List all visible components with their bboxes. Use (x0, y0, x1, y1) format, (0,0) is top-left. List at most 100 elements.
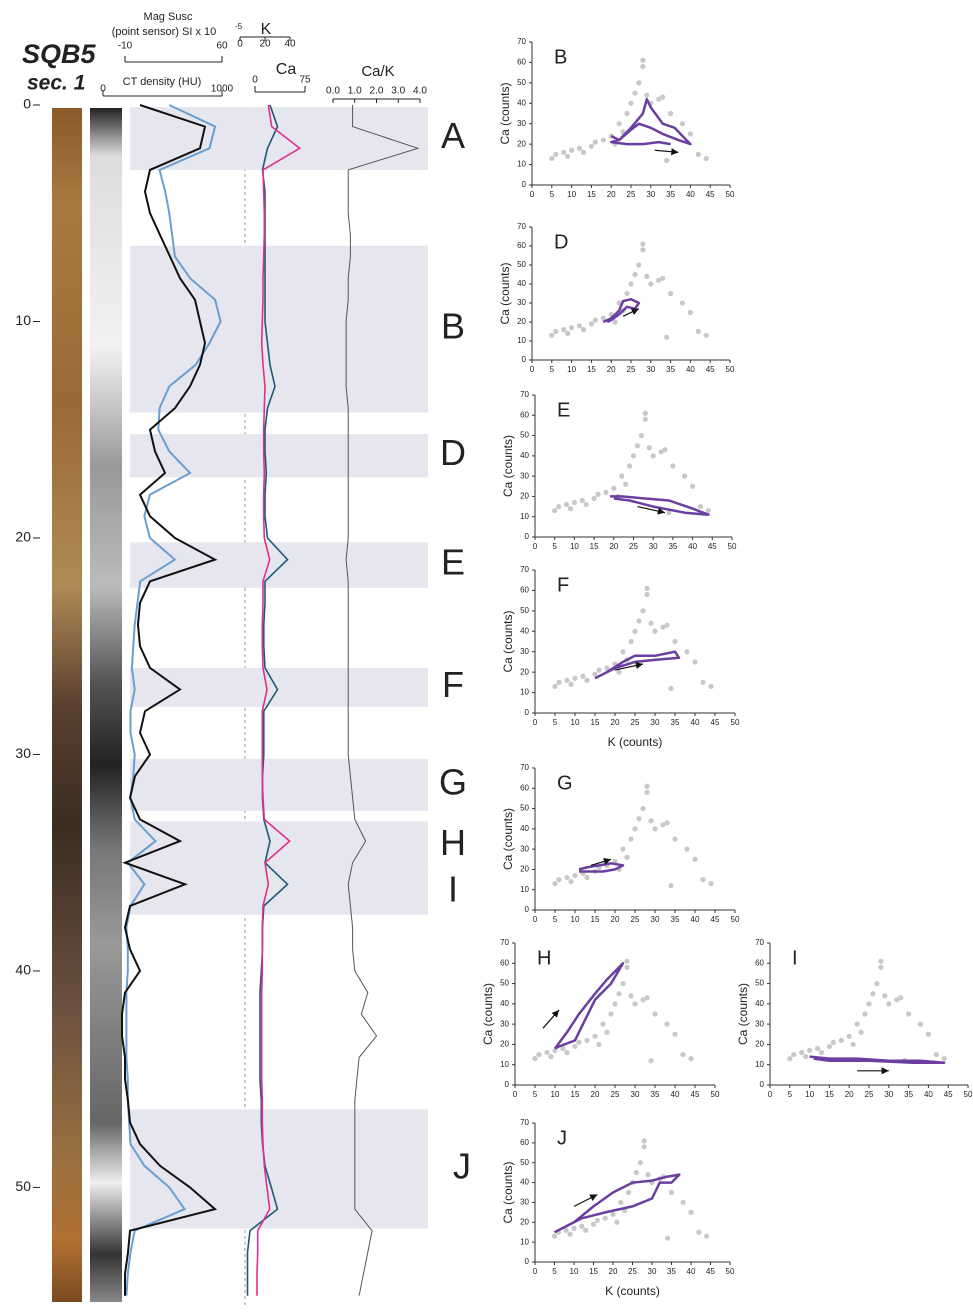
zone-band (130, 434, 428, 478)
scatter-point (610, 1211, 616, 1217)
y-tick-label: 70 (517, 37, 526, 46)
y-tick-label: 0 (505, 1080, 510, 1089)
y-tick-label: 60 (517, 241, 526, 250)
y-axis-label: Ca (counts) (501, 808, 515, 870)
scatter-point (563, 501, 570, 508)
scatter-point (656, 96, 662, 102)
scatter-point (632, 90, 638, 96)
scatter-point (596, 1041, 602, 1048)
scatter-point (668, 685, 674, 692)
y-tick-label: 10 (15, 312, 31, 328)
y-tick-label: 30 (520, 647, 529, 656)
x-tick-label: 5 (550, 365, 555, 374)
scatter-point (611, 485, 617, 491)
y-tick-label: 40 (15, 962, 31, 978)
panel-title: E (557, 399, 570, 421)
y-tick-label: 40 (517, 279, 526, 288)
scatter-point (612, 319, 618, 325)
x-tick-label: 10 (571, 915, 580, 924)
x-tick-label: 30 (631, 1090, 640, 1099)
y-tick-label: 40 (520, 824, 529, 833)
x-tick-label: 30 (649, 542, 658, 551)
y-tick-label: 10 (520, 1237, 529, 1246)
y-tick-label: 60 (517, 58, 526, 67)
x-tick-label: 30 (651, 915, 660, 924)
x-tick-label: 10 (567, 365, 576, 374)
scatter-point (642, 416, 648, 422)
x-tick-label: 0 (533, 915, 538, 924)
x-tick-label: 1.0 (348, 86, 362, 97)
scatter-point (568, 681, 574, 688)
y-tick-label: 20 (15, 529, 31, 545)
x-tick-label: 25 (628, 1267, 637, 1276)
scatter-point (553, 328, 559, 335)
scatter-point (616, 121, 622, 127)
zone-label: G (439, 761, 467, 802)
scatter-point (549, 155, 555, 162)
y-tick-label: 40 (520, 1178, 529, 1187)
y-tick-label: 50 (520, 804, 529, 813)
zone-label: H (440, 822, 466, 863)
scatter-point (583, 501, 589, 508)
y-tick-label: 40 (500, 999, 509, 1008)
scatter-point (679, 300, 686, 306)
x-tick-label: 0 (237, 39, 243, 50)
scatter-point (664, 622, 670, 628)
y-tick-label: 20 (500, 1040, 509, 1049)
x-tick-label: 5 (553, 718, 558, 727)
y-tick-label: 20 (517, 139, 526, 148)
scatter-point (636, 80, 642, 86)
y-tick-label: 60 (520, 586, 529, 595)
x-tick-label: 5 (788, 1090, 793, 1099)
zone-label: J (453, 1146, 471, 1187)
scatter-point (618, 1199, 624, 1206)
scatter-point (680, 1199, 686, 1206)
y-tick-label: 50 (15, 1178, 31, 1194)
x-tick-label: 1000 (211, 84, 234, 95)
y-tick-label: 20 (517, 317, 526, 326)
zone-label: A (441, 115, 465, 156)
scatter-point (703, 155, 709, 162)
x-tick-label: 25 (627, 365, 636, 374)
scatter-point (680, 1051, 686, 1058)
scatter-point (624, 110, 630, 117)
y-tick-label: 60 (755, 958, 764, 967)
x-tick-label: 25 (627, 190, 636, 199)
scatter-point (552, 508, 558, 514)
scatter-point (642, 410, 648, 416)
x-tick-label: 0 (533, 718, 538, 727)
scatter-point (665, 1235, 671, 1241)
scatter-point (600, 315, 606, 321)
scatter-point (628, 638, 634, 645)
scatter-point (652, 628, 658, 634)
x-tick-label: 10 (570, 542, 579, 551)
scatter-point (590, 1221, 597, 1227)
profile-line (256, 104, 302, 1296)
x-tick-label: 45 (944, 1090, 953, 1099)
scatter-point (624, 958, 630, 964)
y-tick-label: 20 (520, 492, 529, 501)
x-tick-label: 75 (299, 75, 311, 86)
x-tick-label: 35 (667, 1267, 676, 1276)
trajectory-line (553, 962, 625, 1050)
x-tick-label: 50 (964, 1090, 973, 1099)
scatter-point (616, 669, 622, 675)
scatter-point (626, 463, 633, 469)
scatter-point (600, 137, 606, 143)
x-tick-label: 5 (550, 190, 555, 199)
x-tick-label: 0 (768, 1090, 773, 1099)
x-tick-label: 0 (533, 1267, 538, 1276)
scatter-point (700, 876, 706, 883)
scatter-point (646, 445, 652, 451)
panel-title: B (554, 46, 567, 68)
scatter-point (632, 271, 638, 278)
y-tick-label: 30 (517, 119, 526, 128)
scatter-point (878, 958, 884, 964)
direction-arrow (590, 857, 612, 866)
y-axis-label: Ca (counts) (501, 610, 515, 672)
x-tick-label: 45 (691, 1090, 700, 1099)
scatter-point (592, 317, 598, 323)
scatter-point (556, 876, 562, 883)
